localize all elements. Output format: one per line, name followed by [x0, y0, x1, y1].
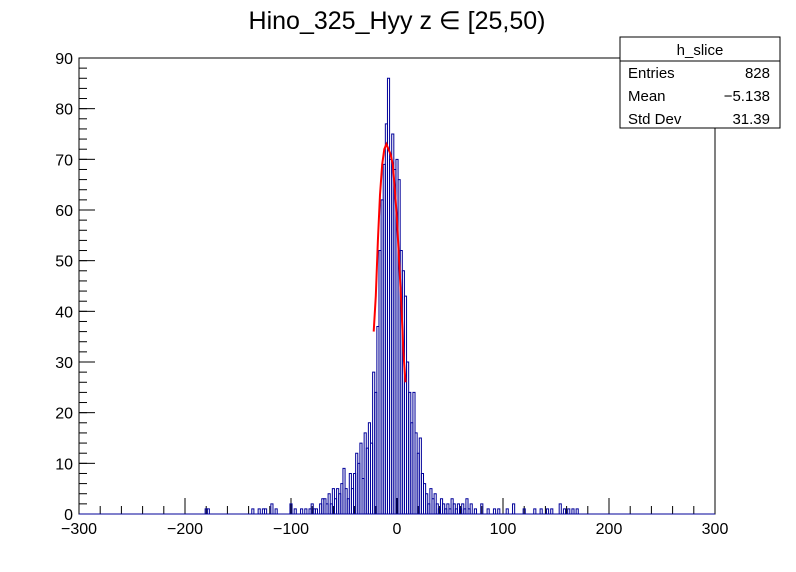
- x-major-ticks: [78, 498, 716, 514]
- x-tick-label: −200: [167, 521, 203, 538]
- histogram-bin: [505, 508, 509, 514]
- x-tick-label: 200: [596, 521, 623, 538]
- histogram-bin: [558, 503, 562, 514]
- histogram-bin: [270, 503, 274, 514]
- histogram-bin: [251, 508, 255, 514]
- stats-label-entries: Entries: [628, 65, 675, 82]
- stats-value-std-dev: 31.39: [732, 111, 770, 128]
- histogram-bin: [575, 508, 579, 514]
- histogram-bin: [304, 508, 308, 514]
- y-tick-label: 10: [55, 456, 73, 473]
- y-tick-label: 0: [64, 507, 73, 524]
- histogram-bin: [300, 508, 304, 514]
- histogram-bin: [314, 508, 318, 514]
- histogram-bin: [469, 503, 473, 514]
- chart-title: Hino_325_Hyy z ∈ [25,50): [249, 7, 546, 35]
- y-tick-label: 80: [55, 102, 73, 119]
- stats-box: h_slice Entries 828 Mean −5.138 Std Dev …: [619, 36, 781, 129]
- x-tick-label: 100: [490, 521, 517, 538]
- histogram-bin: [473, 508, 477, 514]
- stats-label-mean: Mean: [628, 88, 666, 105]
- histogram-bin: [465, 498, 469, 514]
- y-tick-label: 90: [55, 51, 73, 68]
- fit-curve-line: [372, 141, 407, 383]
- histogram-bin: [497, 508, 501, 514]
- y-tick-label: 70: [55, 152, 73, 169]
- histogram-bin: [562, 508, 567, 514]
- histogram-bin: [289, 503, 293, 514]
- stats-value-entries: 828: [745, 65, 770, 82]
- y-tick-label: 20: [55, 406, 73, 423]
- x-tick-label: −300: [61, 521, 97, 538]
- histogram-bin: [293, 508, 297, 514]
- histogram-bin: [571, 508, 575, 514]
- plot-area: [78, 57, 716, 515]
- y-axis-tick-labels: 0 10 20 30 40 50 60 70 80 90: [55, 51, 73, 524]
- x-axis-tick-labels: −300 −200 −100 0 100 200 300: [61, 521, 728, 538]
- histogram-bin: [480, 503, 484, 514]
- histogram-bin: [512, 503, 516, 514]
- histogram-bin: [539, 508, 543, 514]
- y-tick-label: 40: [55, 304, 73, 321]
- histogram-bin: [567, 508, 571, 514]
- histogram-bin: [545, 508, 550, 514]
- histogram-bin: [492, 508, 497, 514]
- histogram-bin: [257, 508, 261, 514]
- stats-label-std-dev: Std Dev: [628, 111, 682, 128]
- y-tick-label: 30: [55, 355, 73, 372]
- histogram-bin: [486, 508, 490, 514]
- y-tick-label: 50: [55, 254, 73, 271]
- histogram-bin: [533, 508, 537, 514]
- histogram-bin: [550, 508, 554, 514]
- stats-box-frame: [619, 36, 781, 129]
- fit-curve: [372, 141, 407, 383]
- histogram-bin: [264, 508, 268, 514]
- histogram-bin: [206, 508, 210, 514]
- y-tick-label: 60: [55, 203, 73, 220]
- histogram-bin: [274, 508, 278, 514]
- histogram-bin: [522, 508, 526, 514]
- stats-value-mean: −5.138: [724, 88, 770, 105]
- x-tick-label: 0: [393, 521, 402, 538]
- histogram-bins: [79, 77, 715, 515]
- x-tick-label: −100: [273, 521, 309, 538]
- stats-box-title: h_slice: [677, 42, 724, 59]
- x-tick-label: 300: [702, 521, 729, 538]
